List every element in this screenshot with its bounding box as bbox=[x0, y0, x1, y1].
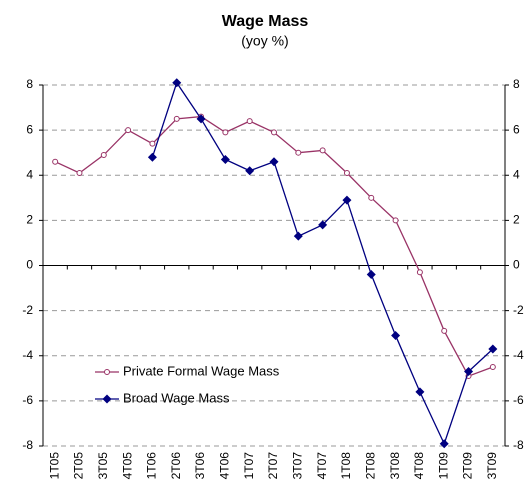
x-tick-label: 1T07 bbox=[242, 452, 256, 480]
legend-label: Broad Wage Mass bbox=[123, 390, 230, 405]
data-point bbox=[220, 154, 230, 164]
y2-tick-label: 4 bbox=[513, 167, 520, 181]
data-point bbox=[368, 194, 375, 201]
data-point bbox=[293, 231, 303, 241]
data-point bbox=[319, 147, 326, 154]
y2-tick-label: -8 bbox=[513, 438, 524, 452]
data-point bbox=[269, 157, 279, 167]
y-tick-label: -6 bbox=[22, 393, 33, 407]
data-point bbox=[149, 140, 156, 147]
data-point bbox=[392, 217, 399, 224]
x-tick-label: 1T09 bbox=[436, 452, 450, 480]
x-tick-label: 2T08 bbox=[363, 452, 377, 480]
data-point bbox=[415, 387, 425, 397]
data-point bbox=[246, 118, 253, 125]
x-tick-label: 3T06 bbox=[193, 452, 207, 480]
x-tick-label: 3T09 bbox=[485, 452, 499, 480]
data-point bbox=[416, 269, 423, 276]
data-point bbox=[489, 364, 496, 371]
x-tick-label: 4T06 bbox=[218, 452, 232, 480]
x-tick-label: 2T07 bbox=[266, 452, 280, 480]
data-point bbox=[100, 151, 107, 158]
data-point bbox=[76, 169, 83, 176]
y-tick-label: -8 bbox=[22, 438, 33, 452]
data-point bbox=[222, 129, 229, 136]
y-tick-label: 6 bbox=[26, 122, 33, 136]
y-tick-label: -2 bbox=[22, 303, 33, 317]
y-tick-label: 8 bbox=[26, 77, 33, 91]
y-tick-label: 0 bbox=[26, 258, 33, 272]
data-point bbox=[147, 152, 157, 162]
data-point bbox=[173, 115, 180, 122]
data-point bbox=[366, 270, 376, 280]
x-tick-label: 1T08 bbox=[339, 452, 353, 480]
x-tick-label: 3T07 bbox=[290, 452, 304, 480]
data-point bbox=[391, 330, 401, 340]
y-tick-label: 2 bbox=[26, 213, 33, 227]
data-point bbox=[343, 169, 350, 176]
data-point bbox=[441, 327, 448, 334]
series-line bbox=[54, 115, 494, 377]
x-tick-label: 2T06 bbox=[169, 452, 183, 480]
x-tick-label: 4T08 bbox=[412, 452, 426, 480]
chart-subtitle: (yoy %) bbox=[241, 33, 288, 49]
x-tick-label: 1T06 bbox=[145, 452, 159, 480]
legend-marker bbox=[102, 394, 112, 404]
y-tick-label: -4 bbox=[22, 348, 33, 362]
data-point bbox=[196, 114, 206, 124]
x-tick-label: 4T05 bbox=[120, 452, 134, 480]
data-point bbox=[342, 195, 352, 205]
data-point bbox=[295, 149, 302, 156]
legend-marker bbox=[104, 369, 110, 375]
x-tick-label: 2T05 bbox=[72, 452, 86, 480]
data-point bbox=[439, 439, 449, 449]
y2-tick-label: -2 bbox=[513, 303, 524, 317]
data-point bbox=[464, 367, 474, 377]
y2-tick-label: -4 bbox=[513, 348, 524, 362]
y2-tick-label: 6 bbox=[513, 122, 520, 136]
y2-tick-label: 0 bbox=[513, 258, 520, 272]
x-tick-label: 1T05 bbox=[47, 452, 61, 480]
chart-title: Wage Mass bbox=[222, 13, 309, 30]
data-point bbox=[125, 127, 132, 134]
y-tick-label: 4 bbox=[26, 167, 33, 181]
data-point bbox=[318, 220, 328, 230]
y2-tick-label: -6 bbox=[513, 393, 524, 407]
data-point bbox=[52, 158, 59, 165]
y2-tick-label: 2 bbox=[513, 213, 520, 227]
data-point bbox=[271, 129, 277, 136]
x-tick-label: 4T07 bbox=[315, 452, 329, 480]
x-tick-label: 3T08 bbox=[388, 452, 402, 480]
legend-label: Private Formal Wage Mass bbox=[123, 363, 280, 378]
data-point bbox=[488, 344, 498, 354]
x-tick-label: 3T05 bbox=[96, 452, 110, 480]
x-tick-label: 2T09 bbox=[461, 452, 475, 480]
data-point bbox=[172, 78, 182, 88]
y2-tick-label: 8 bbox=[513, 77, 520, 91]
data-point bbox=[245, 166, 255, 176]
